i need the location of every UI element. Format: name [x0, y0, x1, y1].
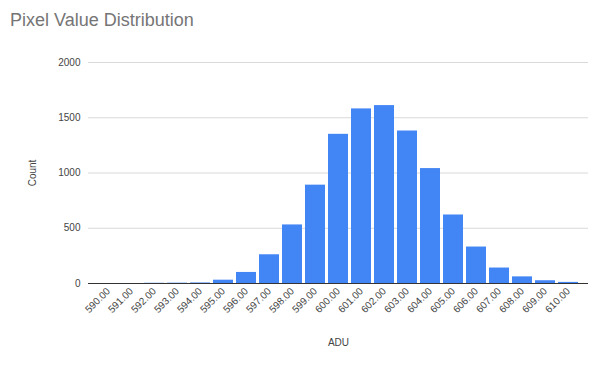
svg-text:ADU: ADU	[328, 337, 349, 348]
svg-text:591.00: 591.00	[105, 285, 136, 315]
svg-text:603.00: 603.00	[381, 285, 412, 315]
svg-text:1000: 1000	[58, 167, 81, 178]
svg-text:593.00: 593.00	[151, 285, 182, 315]
svg-text:601.00: 601.00	[335, 285, 366, 315]
svg-text:602.00: 602.00	[358, 285, 389, 315]
svg-text:595.00: 595.00	[197, 285, 228, 315]
svg-text:592.00: 592.00	[128, 285, 159, 315]
svg-text:590.00: 590.00	[82, 285, 113, 315]
svg-text:607.00: 607.00	[473, 285, 504, 315]
svg-text:605.00: 605.00	[427, 285, 458, 315]
svg-text:608.00: 608.00	[496, 285, 527, 315]
svg-text:594.00: 594.00	[174, 285, 205, 315]
svg-text:2000: 2000	[58, 57, 81, 68]
svg-text:500: 500	[64, 222, 81, 233]
svg-text:599.00: 599.00	[289, 285, 320, 315]
svg-text:606.00: 606.00	[450, 285, 481, 315]
svg-text:Count: Count	[27, 159, 38, 186]
svg-text:1500: 1500	[58, 112, 81, 123]
svg-text:598.00: 598.00	[266, 285, 297, 315]
svg-text:610.00: 610.00	[543, 285, 573, 315]
html-text:Pixel Value Distribution: Pixel Value Distribution	[10, 10, 194, 30]
svg-text:609.00: 609.00	[519, 285, 550, 315]
svg-text:596.00: 596.00	[220, 285, 251, 315]
svg-text:604.00: 604.00	[404, 285, 435, 315]
svg-text:597.00: 597.00	[243, 285, 274, 315]
svg-text:0: 0	[75, 278, 81, 289]
svg-text:600.00: 600.00	[312, 285, 343, 315]
